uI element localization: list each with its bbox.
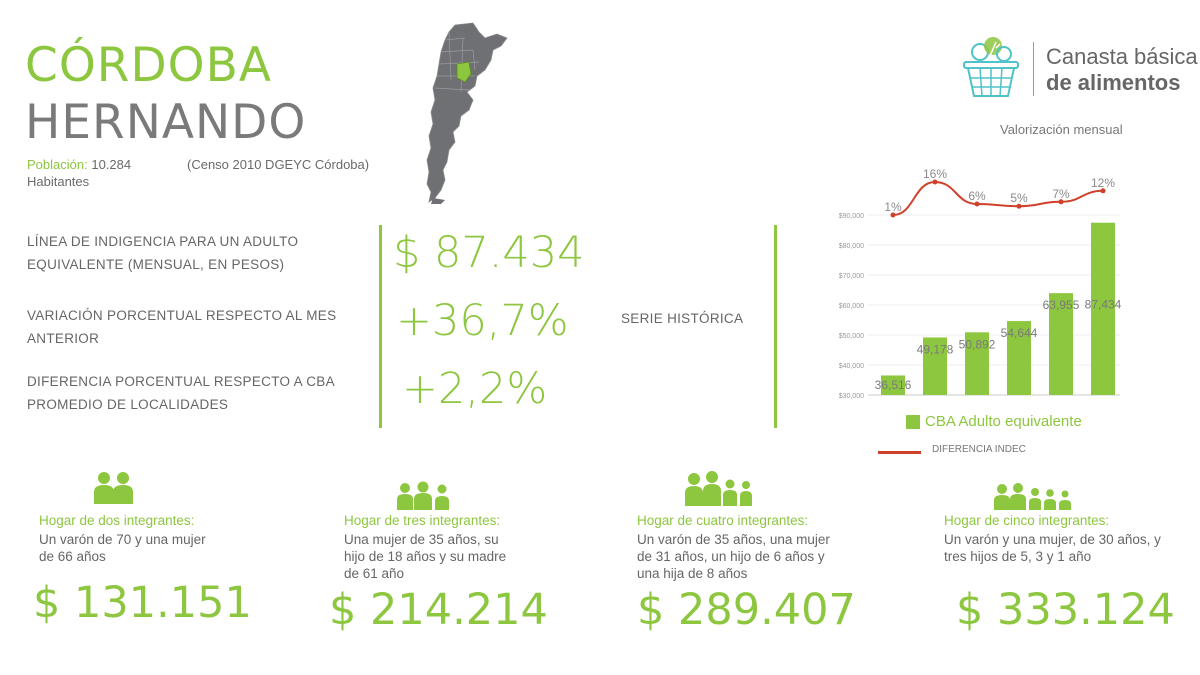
indicator-value-difference: +2,2% <box>402 364 548 414</box>
serie-historica-label: SERIE HISTÓRICA <box>621 311 744 326</box>
indicator-label-variation: VARIACIÓN PORCENTUAL RESPECTO AL MES ANT… <box>27 308 337 346</box>
population-info: Población: 10.284 Habitantes <box>27 156 167 190</box>
household-5-title: Hogar de cinco integrantes: <box>944 513 1110 528</box>
household-2-price: $ 131.151 <box>33 578 252 628</box>
indicator-label-indigence: LÍNEA DE INDIGENCIA PARA UN ADULTO EQUIV… <box>27 234 299 272</box>
indicator-label-difference: DIFERENCIA PORCENTUAL RESPECTO A CBA PRO… <box>27 374 335 412</box>
line-data-label: 12% <box>1091 176 1115 190</box>
brand-title-line1: Canasta básica <box>1046 44 1198 69</box>
population-label: Población: <box>27 157 88 172</box>
household-3-description: Una mujer de 35 años, su hijo de 18 años… <box>344 532 507 581</box>
cba-chart: $30,000 $40,000 $50,000 $60,000 $70,000 $80,0… <box>839 167 1122 400</box>
basket-logo-icon <box>963 37 1019 97</box>
serie-divider <box>774 225 777 428</box>
legend-bar-label: CBA Adulto equivalente <box>925 413 1082 430</box>
chart-bar <box>965 332 989 395</box>
y-tick-label: $90,000 <box>839 213 864 220</box>
line-point <box>1058 199 1064 205</box>
chart-bar <box>1007 321 1031 395</box>
line-point <box>1100 188 1106 194</box>
legend-bar-swatch <box>906 415 920 429</box>
household-4-description: Un varón de 35 años, una mujer de 31 año… <box>637 532 830 581</box>
line-point <box>932 179 938 185</box>
indec-difference-line <box>892 180 1104 216</box>
chart-bar <box>881 375 905 395</box>
y-tick-label: $70,000 <box>839 273 864 280</box>
line-point <box>1016 203 1022 209</box>
household-3-title: Hogar de tres integrantes: <box>344 513 501 528</box>
line-point <box>890 212 896 218</box>
y-tick-label: $80,000 <box>839 243 864 250</box>
household-5-description: Un varón y una mujer, de 30 años, y tres… <box>944 532 1161 564</box>
bar-data-label: 49,178 <box>917 342 954 356</box>
line-point <box>974 201 980 207</box>
bar-data-label: 63,955 <box>1043 298 1080 312</box>
five-people-icon <box>994 483 1071 510</box>
household-2-title: Hogar de dos integrantes: <box>39 513 195 528</box>
legend-line-swatch <box>878 451 921 454</box>
household-3-price: $ 214.214 <box>329 585 548 635</box>
y-tick-label: $40,000 <box>839 363 864 370</box>
argentina-map-icon <box>426 22 508 204</box>
household-5-price: $ 333.124 <box>956 585 1175 635</box>
y-tick-label: $30,000 <box>839 393 864 400</box>
bar-data-label: 54,644 <box>1001 326 1038 340</box>
indicator-value-indigence: $ 87.434 <box>393 228 585 278</box>
y-tick-label: $60,000 <box>839 303 864 310</box>
chart-caption: Valorización mensual <box>1000 122 1123 137</box>
two-people-icon <box>94 472 133 504</box>
household-4-price: $ 289.407 <box>637 585 856 635</box>
indicator-divider <box>379 225 382 428</box>
province-title: CÓRDOBA <box>25 38 273 93</box>
population-unit: Habitantes <box>27 174 90 189</box>
chart-bar <box>923 337 947 395</box>
brand-divider <box>1033 42 1034 96</box>
indicator-value-variation: +36,7% <box>396 296 569 346</box>
household-4-title: Hogar de cuatro integrantes: <box>637 513 809 528</box>
cordoba-highlight <box>456 61 472 83</box>
three-people-icon <box>397 481 449 510</box>
census-source: (Censo 2010 DGEYC Córdoba) <box>187 157 370 172</box>
household-2-description: Un varón de 70 y una mujer de 66 años <box>39 532 206 564</box>
legend-line-label: DIFERENCIA INDEC <box>932 444 1026 455</box>
line-data-label: 7% <box>1052 187 1070 201</box>
line-data-label: 6% <box>968 189 986 203</box>
department-title: HERNANDO <box>25 95 307 150</box>
y-tick-label: $50,000 <box>839 333 864 340</box>
chart-bar <box>1049 293 1073 395</box>
bar-data-label: 36,516 <box>875 378 912 392</box>
bar-data-label: 50,892 <box>959 337 996 351</box>
bar-data-label: 87,434 <box>1085 298 1122 312</box>
four-people-icon <box>685 471 752 506</box>
line-data-label: 1% <box>884 200 902 214</box>
brand-title-line2: de alimentos <box>1046 70 1181 95</box>
chart-bar <box>1091 222 1115 395</box>
population-value: 10.284 <box>91 157 132 172</box>
line-data-label: 16% <box>923 167 947 181</box>
line-data-label: 5% <box>1010 191 1028 205</box>
